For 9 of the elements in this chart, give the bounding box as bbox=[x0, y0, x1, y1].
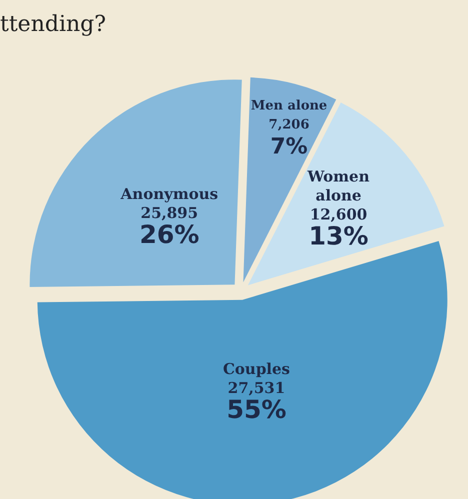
data-label: 12,600 13% bbox=[308, 206, 368, 251]
slice-label: Anonymous bbox=[120, 185, 218, 204]
chart-title: ttending? bbox=[0, 12, 106, 37]
slice-label: Couples bbox=[222, 360, 290, 378]
data-label: 25,895 26% bbox=[139, 204, 200, 250]
slice-label: Women alone bbox=[306, 168, 370, 205]
slice-label: Men alone bbox=[250, 98, 328, 114]
data-label: 27,531 55% bbox=[226, 378, 286, 424]
data-label: 7,206 7% bbox=[268, 118, 310, 160]
